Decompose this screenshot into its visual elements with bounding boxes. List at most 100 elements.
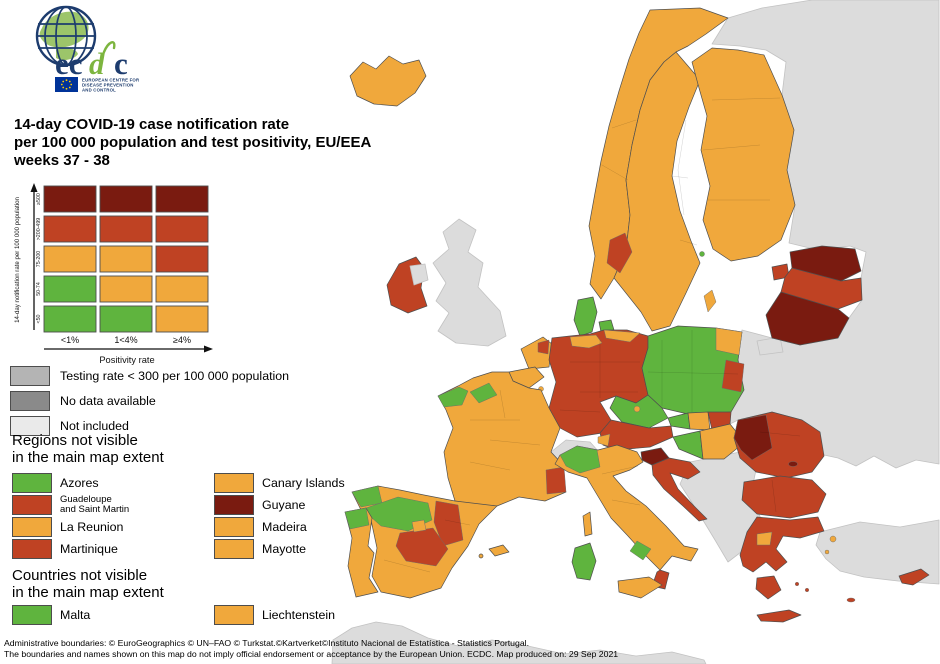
footer-line-2: The boundaries and names shown on this m…: [4, 649, 619, 659]
matrix-x-axis-label: Positivity rate: [99, 355, 154, 365]
matrix-col-label: ≥4%: [173, 335, 191, 345]
map-region-poland-northeast: [715, 327, 743, 356]
matrix-row-label: 75-200: [36, 251, 42, 268]
legend-label: Not included: [60, 419, 129, 433]
legend-region-azores: Azores: [12, 472, 214, 494]
region-swatch: [12, 605, 52, 625]
matrix-row-label: ≥500: [36, 193, 42, 205]
matrix-col-label: <1%: [61, 335, 79, 345]
map-region-mecklenburg: [603, 329, 641, 343]
legend-region-mayotte: Mayotte: [214, 538, 412, 560]
legend-region-liechtenstein: Liechtenstein: [214, 604, 412, 626]
eu-flag-icon: [55, 77, 78, 92]
legend-swatch: [10, 416, 50, 436]
map-region-normandy: [469, 382, 498, 404]
legend-swatch: [10, 366, 50, 386]
regions-heading-line-2: in the main map extent: [12, 448, 164, 466]
map-region-portugal-north: [344, 507, 370, 530]
map-region-iceland: [349, 55, 427, 107]
region-label: Madeira: [262, 520, 307, 534]
org-name: EUROPEAN CENTRE FOR DISEASE PREVENTION A…: [82, 78, 140, 93]
matrix-cell-50-4: [155, 305, 209, 333]
map-region-provence: [545, 466, 567, 495]
legend-swatch: [10, 391, 50, 411]
matrix-cell-75-200-4: [155, 245, 209, 273]
matrix-cell-500-1-4: [99, 185, 153, 213]
map-region-campania: [629, 540, 652, 561]
region-swatch: [214, 539, 254, 559]
map-region-aragon: [433, 500, 464, 547]
map-region-slovakia-central: [687, 411, 711, 431]
map-region-italy-northwest: [559, 445, 601, 474]
matrix-cell-50-74-4: [155, 275, 209, 303]
org-line-3: AND CONTROL: [82, 88, 116, 93]
region-swatch: [214, 517, 254, 537]
matrix-cell-50-74-1: [43, 275, 97, 303]
map-region-italy: [554, 444, 699, 571]
matrix-cell-75-200-1: [43, 245, 97, 273]
legend-item-testing-rate-300-per-100-000-population: Testing rate < 300 per 100 000 populatio…: [10, 366, 289, 386]
matrix-y-axis-label: 14-day notification rate per 100 000 pop…: [14, 197, 21, 323]
map-region-madrid: [411, 519, 427, 533]
region-swatch: [12, 495, 52, 515]
region-swatch: [12, 517, 52, 537]
ecdc-wordmark: ec d c: [55, 41, 128, 81]
map-region-sicily: [617, 576, 663, 599]
map-region-portugal: [344, 507, 379, 598]
region-swatch: [214, 605, 254, 625]
map-region-aland: [699, 251, 705, 257]
legend-region-canary-islands: Canary Islands: [214, 472, 412, 494]
countries-legend-grid: Malta Liechtenstein: [12, 604, 412, 626]
region-label: Guadeloupe and Saint Martin: [60, 494, 130, 515]
matrix-row-label: 50-74: [36, 282, 42, 296]
matrix-row-label: <50: [36, 314, 42, 323]
legend-region-guyane: Guyane: [214, 494, 412, 516]
map-region-prague: [633, 405, 641, 413]
map-region-cyclades: [794, 581, 800, 587]
matrix-cell-50-1-4: [99, 305, 153, 333]
matrix-cell-50-74-1-4: [99, 275, 153, 303]
legend-region-martinique: Martinique: [12, 538, 214, 560]
map-region-chios: [824, 549, 830, 555]
matrix-col-label: 1<4%: [114, 335, 137, 345]
map-region-rhodes: [846, 597, 856, 603]
region-label: Guyane: [262, 498, 306, 512]
region-swatch: [214, 495, 254, 515]
map-region-netherlands-east: [537, 339, 550, 355]
y-axis-arrow: [30, 183, 38, 330]
title-line-3: weeks 37 - 38: [14, 152, 110, 169]
internal-region-borders: [383, 97, 801, 573]
region-swatch: [12, 473, 52, 493]
legend-region-guadeloupe-and-saint-martin: Guadeloupe and Saint Martin: [12, 494, 214, 516]
map-region-northern-ireland: [409, 263, 429, 286]
legend-region-malta: Malta: [12, 604, 214, 626]
matrix-cell-500-1: [43, 185, 97, 213]
title-line-1: 14-day COVID-19 case notification rate: [14, 116, 290, 133]
logo-text-d: d: [89, 46, 105, 81]
map-region-lesbos: [829, 535, 837, 543]
legend-label: Testing rate < 300 per 100 000 populatio…: [60, 369, 290, 383]
map-region-north-africa: [331, 621, 707, 664]
footer-credits: Administrative boundaries: © EuroGeograp…: [4, 638, 938, 660]
title-line-2: per 100 000 population and test positivi…: [14, 134, 372, 151]
map-region-poland-east: [721, 359, 745, 393]
countries-heading-line-2: in the main map extent: [12, 583, 164, 601]
map-region-peloponnese: [755, 575, 782, 600]
footer-line-1: Administrative boundaries: © EuroGeograp…: [4, 638, 529, 648]
legend-label: No data available: [60, 394, 156, 408]
region-swatch: [214, 473, 254, 493]
matrix-cell-500-4: [155, 185, 209, 213]
legend-item-not-included: Not included: [10, 416, 289, 436]
map-region-denmark: [573, 296, 598, 337]
map-region-corsica: [582, 511, 593, 537]
region-label: Malta: [60, 608, 91, 622]
matrix-cell-200-499-4: [155, 215, 209, 243]
map-region-cyprus: [898, 568, 930, 586]
org-line-1: EUROPEAN CENTRE FOR: [82, 78, 140, 83]
region-label: La Reunion: [60, 520, 124, 534]
map-region-croatia: [651, 457, 708, 522]
regions-heading: Regions not visible in the main map exte…: [12, 432, 164, 466]
legend-items: Testing rate < 300 per 100 000 populatio…: [10, 366, 289, 441]
legend-item-no-data-available: No data available: [10, 391, 289, 411]
map-region-vorarlberg: [597, 433, 611, 447]
